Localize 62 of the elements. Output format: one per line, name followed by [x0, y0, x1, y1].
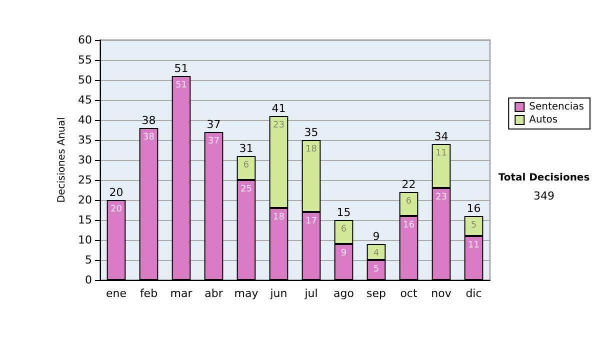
y-tick-label: 20: [78, 194, 92, 206]
y-tick-label: 50: [78, 74, 92, 86]
data-label: 23: [436, 192, 447, 202]
data-label: 5: [470, 220, 477, 230]
data-label: 25: [240, 184, 252, 194]
data-label: 20: [110, 204, 122, 214]
x-tick-label: abr: [204, 287, 224, 300]
data-label: 23: [273, 120, 284, 130]
y-tick-label: 40: [78, 114, 92, 126]
data-label: 6: [243, 160, 250, 170]
x-tick-label: ene: [106, 287, 127, 300]
y-tick-label: 10: [78, 234, 92, 246]
data-label: 16: [403, 220, 415, 230]
data-label: 17: [306, 216, 317, 226]
total-label: 20: [109, 186, 124, 199]
x-tick-label: ago: [334, 287, 354, 300]
y-tick-label: 5: [85, 254, 92, 266]
y-tick-label: 45: [78, 94, 92, 106]
data-label: 6: [340, 224, 347, 234]
legend-label: Autos: [529, 114, 558, 126]
x-tick-label: feb: [140, 287, 158, 300]
y-axis-title: Decisiones Anual: [56, 117, 68, 203]
x-tick-label: jul: [304, 287, 318, 300]
y-tick-label: 55: [78, 54, 92, 66]
x-tick-label: nov: [431, 287, 452, 300]
total-label: 34: [434, 130, 448, 143]
total-label: 41: [272, 102, 286, 115]
total-label: 38: [142, 114, 156, 127]
y-tick-label: 60: [78, 34, 92, 46]
y-tick-label: 15: [78, 214, 92, 226]
data-label: 9: [340, 248, 347, 258]
total-label: 9: [372, 230, 380, 243]
y-tick-label: 35: [78, 134, 92, 146]
data-label: 4: [373, 248, 380, 258]
data-label: 11: [436, 148, 447, 158]
legend-label: Sentencias: [529, 102, 584, 112]
data-label: 18: [273, 212, 285, 222]
data-label: 51: [176, 80, 187, 90]
total-label: 51: [174, 62, 188, 75]
text: Total Decisiones: [498, 172, 590, 184]
x-tick-label: sep: [366, 287, 386, 300]
x-tick-label: dic: [466, 287, 482, 300]
y-tick-label: 25: [78, 174, 92, 186]
x-tick-label: jun: [269, 287, 288, 300]
data-label: 5: [373, 264, 380, 274]
x-tick-label: mar: [170, 287, 193, 300]
total-label: 37: [206, 118, 221, 131]
total-label: 16: [466, 202, 481, 215]
data-label: 18: [306, 144, 318, 154]
data-label: 6: [406, 196, 412, 206]
y-tick-label: 30: [78, 154, 92, 166]
data-label: 38: [143, 132, 155, 142]
x-tick-label: may: [234, 287, 259, 300]
total-label: 15: [336, 206, 351, 219]
y-tick-label: 0: [85, 274, 92, 286]
data-label: 37: [208, 136, 220, 146]
total-label: 31: [239, 142, 254, 155]
text: 349: [534, 190, 554, 202]
x-tick-label: oct: [400, 287, 418, 300]
total-label: 22: [402, 178, 416, 191]
data-label: 11: [468, 240, 480, 250]
total-label: 35: [304, 126, 318, 139]
